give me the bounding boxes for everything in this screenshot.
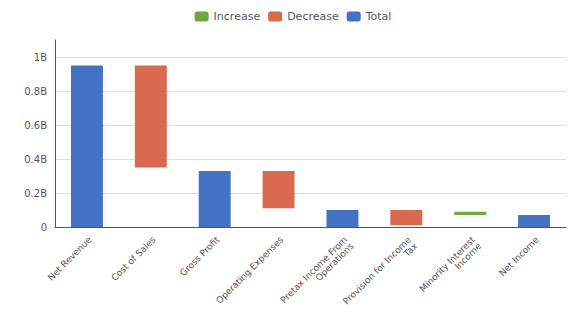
svg-text:0.6B: 0.6B bbox=[24, 120, 47, 131]
svg-text:Tax: Tax bbox=[401, 241, 420, 260]
svg-text:0.2B: 0.2B bbox=[24, 188, 47, 199]
svg-text:Provision for Income: Provision for Income bbox=[341, 234, 413, 306]
svg-text:Net Revenue: Net Revenue bbox=[46, 234, 94, 282]
svg-text:Cost of Sales: Cost of Sales bbox=[109, 234, 157, 282]
svg-text:0.8B: 0.8B bbox=[24, 86, 47, 97]
svg-text:0.4B: 0.4B bbox=[24, 154, 47, 165]
svg-text:Total: Total bbox=[365, 10, 392, 23]
svg-text:0: 0 bbox=[41, 222, 47, 233]
svg-text:Net Income: Net Income bbox=[497, 234, 541, 278]
svg-text:Decrease: Decrease bbox=[287, 10, 339, 23]
svg-text:Operating Expenses: Operating Expenses bbox=[214, 234, 285, 305]
svg-text:Minority Interest: Minority Interest bbox=[418, 234, 478, 294]
svg-text:Gross Profit: Gross Profit bbox=[178, 234, 222, 278]
svg-text:Pretax Income From: Pretax Income From bbox=[279, 235, 349, 305]
svg-text:Income: Income bbox=[453, 241, 484, 272]
svg-text:Operations: Operations bbox=[314, 241, 356, 283]
svg-text:1B: 1B bbox=[34, 52, 47, 63]
svg-text:Increase: Increase bbox=[214, 10, 261, 23]
